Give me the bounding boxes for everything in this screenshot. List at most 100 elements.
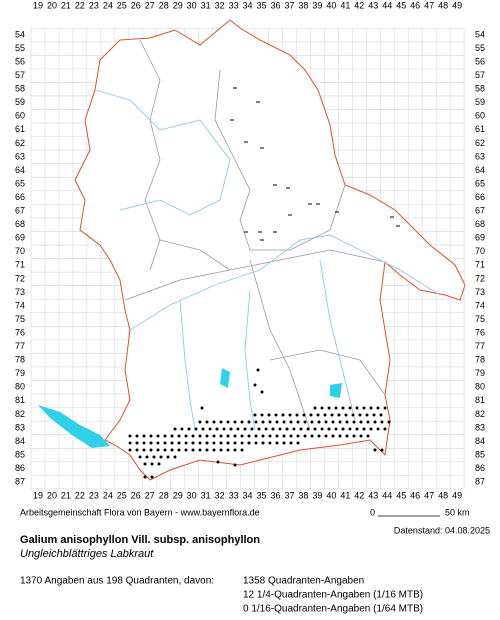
credit: Arbeitsgemeinschaft Flora von Bayern - w… xyxy=(20,507,260,517)
record-dot xyxy=(303,434,307,438)
x-label: 48 xyxy=(438,490,448,500)
y-label: 66 xyxy=(15,192,25,202)
record-dot xyxy=(219,448,223,452)
y-label: 70 xyxy=(15,246,25,256)
y-label: 56 xyxy=(475,56,485,66)
record-dot xyxy=(254,434,258,438)
record-dot xyxy=(338,434,342,438)
record-dot xyxy=(330,413,334,417)
record-dot xyxy=(275,441,279,445)
y-label: 80 xyxy=(475,382,485,392)
y-label: 55 xyxy=(475,43,485,53)
record-dot xyxy=(379,413,383,417)
x-label: 21 xyxy=(61,0,71,10)
record-dot xyxy=(152,455,156,459)
record-dot xyxy=(240,434,244,438)
record-dot xyxy=(184,441,188,445)
x-label: 20 xyxy=(47,0,57,10)
record-dot xyxy=(348,427,352,431)
x-label: 37 xyxy=(284,0,294,10)
record-dot xyxy=(135,441,139,445)
record-dot xyxy=(355,427,359,431)
record-dot xyxy=(145,455,149,459)
record-dot xyxy=(362,406,366,410)
record-dot xyxy=(282,434,286,438)
record-dot xyxy=(198,420,202,424)
y-label: 73 xyxy=(475,287,485,297)
x-label: 34 xyxy=(243,0,253,10)
record-dot xyxy=(212,441,216,445)
x-label: 31 xyxy=(201,0,211,10)
x-label: 41 xyxy=(340,0,350,10)
record-dot xyxy=(177,434,181,438)
y-label: 68 xyxy=(15,219,25,229)
record-dot xyxy=(257,427,261,431)
record-dot xyxy=(254,441,258,445)
y-label: 81 xyxy=(475,395,485,405)
record-dot xyxy=(376,406,380,410)
record-dot xyxy=(215,427,219,431)
record-dot xyxy=(247,441,251,445)
district-borders xyxy=(124,39,386,431)
record-dot xyxy=(219,441,223,445)
record-dot xyxy=(324,420,328,424)
x-label: 47 xyxy=(424,0,434,10)
record-dot xyxy=(166,455,170,459)
record-dot xyxy=(191,441,195,445)
y-label: 78 xyxy=(475,355,485,365)
x-label: 29 xyxy=(173,490,183,500)
record-dot xyxy=(320,427,324,431)
record-dot xyxy=(205,434,209,438)
lake-constance xyxy=(38,405,110,448)
record-dot xyxy=(296,434,300,438)
record-dot xyxy=(324,434,328,438)
record-dot xyxy=(163,434,167,438)
record-dot xyxy=(226,448,230,452)
y-label: 82 xyxy=(475,409,485,419)
record-dot xyxy=(365,413,369,417)
record-dot xyxy=(173,427,177,431)
record-dot xyxy=(233,448,237,452)
y-label: 83 xyxy=(475,422,485,432)
x-label: 22 xyxy=(75,0,85,10)
y-label: 77 xyxy=(475,341,485,351)
record-dot xyxy=(380,420,384,424)
y-label: 54 xyxy=(475,29,485,39)
record-dot xyxy=(285,427,289,431)
y-label: 60 xyxy=(15,111,25,121)
record-dot xyxy=(156,441,160,445)
record-dot xyxy=(156,448,160,452)
record-dot xyxy=(362,427,366,431)
record-dot xyxy=(157,462,161,466)
record-dot xyxy=(323,413,327,417)
record-dot xyxy=(341,427,345,431)
y-label: 80 xyxy=(15,382,25,392)
record-dot xyxy=(138,455,142,459)
record-dot xyxy=(143,462,147,466)
y-label: 61 xyxy=(475,124,485,134)
record-dot xyxy=(261,434,265,438)
y-label: 64 xyxy=(15,165,25,175)
x-label: 27 xyxy=(145,490,155,500)
record-dot xyxy=(243,427,247,431)
record-dot xyxy=(338,420,342,424)
rivers xyxy=(94,89,441,431)
y-label: 58 xyxy=(475,84,485,94)
y-label: 70 xyxy=(475,246,485,256)
y-label: 75 xyxy=(475,314,485,324)
y-label: 75 xyxy=(15,314,25,324)
y-label: 85 xyxy=(475,449,485,459)
y-label: 60 xyxy=(475,111,485,121)
record-dot xyxy=(135,434,139,438)
record-dot xyxy=(149,434,153,438)
record-dot xyxy=(310,420,314,424)
y-label: 57 xyxy=(15,70,25,80)
record-dot xyxy=(372,413,376,417)
record-dot xyxy=(163,448,167,452)
x-label: 21 xyxy=(61,490,71,500)
y-label: 63 xyxy=(475,151,485,161)
y-label: 59 xyxy=(475,97,485,107)
record-dot xyxy=(216,460,220,464)
record-dot xyxy=(292,427,296,431)
record-dot xyxy=(143,475,147,479)
